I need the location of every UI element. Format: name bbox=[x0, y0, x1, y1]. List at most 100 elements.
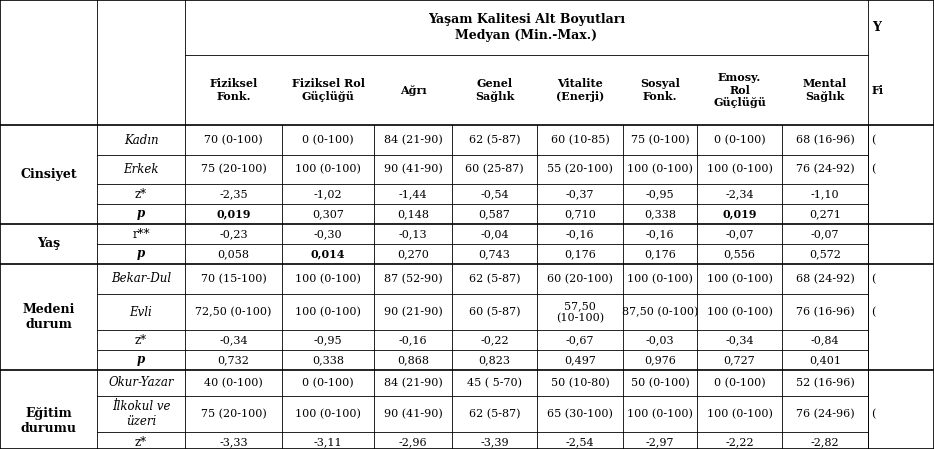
Text: 0,572: 0,572 bbox=[809, 249, 841, 259]
Text: 90 (41-90): 90 (41-90) bbox=[384, 164, 443, 175]
Text: 0,148: 0,148 bbox=[397, 209, 429, 219]
Text: 65 (30-100): 65 (30-100) bbox=[547, 409, 613, 419]
Text: Genel
Sağlık: Genel Sağlık bbox=[474, 78, 515, 102]
Text: p: p bbox=[137, 247, 145, 260]
Text: -0,04: -0,04 bbox=[480, 229, 509, 239]
Text: 62 (5-87): 62 (5-87) bbox=[469, 274, 520, 284]
Text: 0,019: 0,019 bbox=[217, 208, 250, 220]
Text: 0,019: 0,019 bbox=[722, 208, 757, 220]
Text: 62 (5-87): 62 (5-87) bbox=[469, 409, 520, 419]
Text: 75 (20-100): 75 (20-100) bbox=[201, 164, 266, 175]
Text: -0,67: -0,67 bbox=[566, 335, 594, 345]
Text: -2,35: -2,35 bbox=[219, 189, 248, 199]
Text: -3,11: -3,11 bbox=[314, 437, 343, 447]
Text: 100 (0-100): 100 (0-100) bbox=[627, 409, 693, 419]
Text: Y: Y bbox=[872, 21, 881, 34]
Text: Emosy.
Rol
Güçlüğü: Emosy. Rol Güçlüğü bbox=[713, 72, 766, 108]
Text: 0,587: 0,587 bbox=[478, 209, 511, 219]
Text: -2,22: -2,22 bbox=[725, 437, 754, 447]
Text: Cinsiyet: Cinsiyet bbox=[21, 168, 77, 181]
Text: Kadın: Kadın bbox=[123, 133, 158, 146]
Text: z*: z* bbox=[134, 188, 147, 201]
Text: 0,058: 0,058 bbox=[218, 249, 249, 259]
Text: 84 (21-90): 84 (21-90) bbox=[384, 378, 443, 388]
Text: -0,95: -0,95 bbox=[314, 335, 343, 345]
Text: z*: z* bbox=[134, 334, 147, 347]
Text: Okur-Yazar: Okur-Yazar bbox=[108, 377, 174, 389]
Text: Evli: Evli bbox=[130, 305, 152, 318]
Text: 87,50 (0-100): 87,50 (0-100) bbox=[622, 307, 699, 317]
Text: 0,401: 0,401 bbox=[809, 355, 841, 365]
Text: -0,23: -0,23 bbox=[219, 229, 248, 239]
Text: Fiziksel Rol
Güçlüğü: Fiziksel Rol Güçlüğü bbox=[291, 78, 364, 102]
Text: 50 (10-80): 50 (10-80) bbox=[551, 378, 609, 388]
Text: 52 (16-96): 52 (16-96) bbox=[796, 378, 855, 388]
Text: Yaş: Yaş bbox=[37, 238, 60, 251]
Text: 0,868: 0,868 bbox=[397, 355, 429, 365]
Text: 60 (5-87): 60 (5-87) bbox=[469, 307, 520, 317]
Text: 0,823: 0,823 bbox=[478, 355, 511, 365]
Text: -0,54: -0,54 bbox=[480, 189, 509, 199]
Text: 0,338: 0,338 bbox=[312, 355, 344, 365]
Text: 45 ( 5-70): 45 ( 5-70) bbox=[467, 378, 522, 388]
Text: 55 (20-100): 55 (20-100) bbox=[547, 164, 613, 175]
Text: 0,176: 0,176 bbox=[644, 249, 676, 259]
Text: -1,44: -1,44 bbox=[399, 189, 428, 199]
Text: 0,743: 0,743 bbox=[478, 249, 511, 259]
Text: -0,34: -0,34 bbox=[725, 335, 754, 345]
Text: -0,16: -0,16 bbox=[645, 229, 674, 239]
Text: -0,34: -0,34 bbox=[219, 335, 248, 345]
Text: 60 (20-100): 60 (20-100) bbox=[547, 274, 613, 284]
Text: 0,732: 0,732 bbox=[218, 355, 249, 365]
Text: -0,37: -0,37 bbox=[566, 189, 594, 199]
Text: 60 (25-87): 60 (25-87) bbox=[465, 164, 524, 175]
Text: -0,30: -0,30 bbox=[314, 229, 343, 239]
Text: p: p bbox=[137, 353, 145, 366]
Text: 0,976: 0,976 bbox=[644, 355, 676, 365]
Text: 100 (0-100): 100 (0-100) bbox=[295, 307, 361, 317]
Text: Medeni
durum: Medeni durum bbox=[22, 303, 75, 331]
Text: 100 (0-100): 100 (0-100) bbox=[295, 274, 361, 284]
Text: 90 (41-90): 90 (41-90) bbox=[384, 409, 443, 419]
Text: -2,54: -2,54 bbox=[566, 437, 594, 447]
Text: -0,84: -0,84 bbox=[811, 335, 840, 345]
Text: 87 (52-90): 87 (52-90) bbox=[384, 274, 443, 284]
Text: -1,10: -1,10 bbox=[811, 189, 840, 199]
Text: Yaşam Kalitesi Alt Boyutları
Medyan (Min.-Max.): Yaşam Kalitesi Alt Boyutları Medyan (Min… bbox=[428, 13, 625, 41]
Text: 70 (0-100): 70 (0-100) bbox=[205, 135, 262, 145]
Text: Fiziksel
Fonk.: Fiziksel Fonk. bbox=[209, 78, 258, 102]
Text: 0 (0-100): 0 (0-100) bbox=[303, 135, 354, 145]
Text: 0,270: 0,270 bbox=[397, 249, 429, 259]
Text: 0,176: 0,176 bbox=[564, 249, 596, 259]
Text: -0,22: -0,22 bbox=[480, 335, 509, 345]
Text: 100 (0-100): 100 (0-100) bbox=[295, 164, 361, 175]
Text: (: ( bbox=[871, 274, 875, 284]
Text: (: ( bbox=[871, 307, 875, 317]
Text: 100 (0-100): 100 (0-100) bbox=[706, 164, 772, 175]
Text: r**: r** bbox=[133, 228, 149, 241]
Text: 57,50
(10-100): 57,50 (10-100) bbox=[556, 301, 604, 323]
Text: 0,307: 0,307 bbox=[312, 209, 344, 219]
Text: 62 (5-87): 62 (5-87) bbox=[469, 135, 520, 145]
Text: 68 (24-92): 68 (24-92) bbox=[796, 274, 855, 284]
Text: -0,13: -0,13 bbox=[399, 229, 428, 239]
Text: p: p bbox=[137, 207, 145, 220]
Text: -2,82: -2,82 bbox=[811, 437, 840, 447]
Text: 0 (0-100): 0 (0-100) bbox=[714, 135, 765, 145]
Text: z*: z* bbox=[134, 436, 147, 449]
Text: -0,07: -0,07 bbox=[725, 229, 754, 239]
Text: -0,95: -0,95 bbox=[645, 189, 674, 199]
Text: -2,97: -2,97 bbox=[645, 437, 674, 447]
Text: 40 (0-100): 40 (0-100) bbox=[205, 378, 262, 388]
Text: 68 (16-96): 68 (16-96) bbox=[796, 135, 855, 145]
Text: -3,39: -3,39 bbox=[480, 437, 509, 447]
Text: Sosyal
Fonk.: Sosyal Fonk. bbox=[640, 78, 680, 102]
Text: -2,34: -2,34 bbox=[725, 189, 754, 199]
Text: -1,02: -1,02 bbox=[314, 189, 343, 199]
Text: 0,271: 0,271 bbox=[809, 209, 841, 219]
Text: Eğitim
durumu: Eğitim durumu bbox=[21, 407, 77, 435]
Text: -0,16: -0,16 bbox=[399, 335, 428, 345]
Text: Erkek: Erkek bbox=[123, 163, 159, 176]
Text: 0,727: 0,727 bbox=[724, 355, 756, 365]
Text: 76 (24-96): 76 (24-96) bbox=[796, 409, 855, 419]
